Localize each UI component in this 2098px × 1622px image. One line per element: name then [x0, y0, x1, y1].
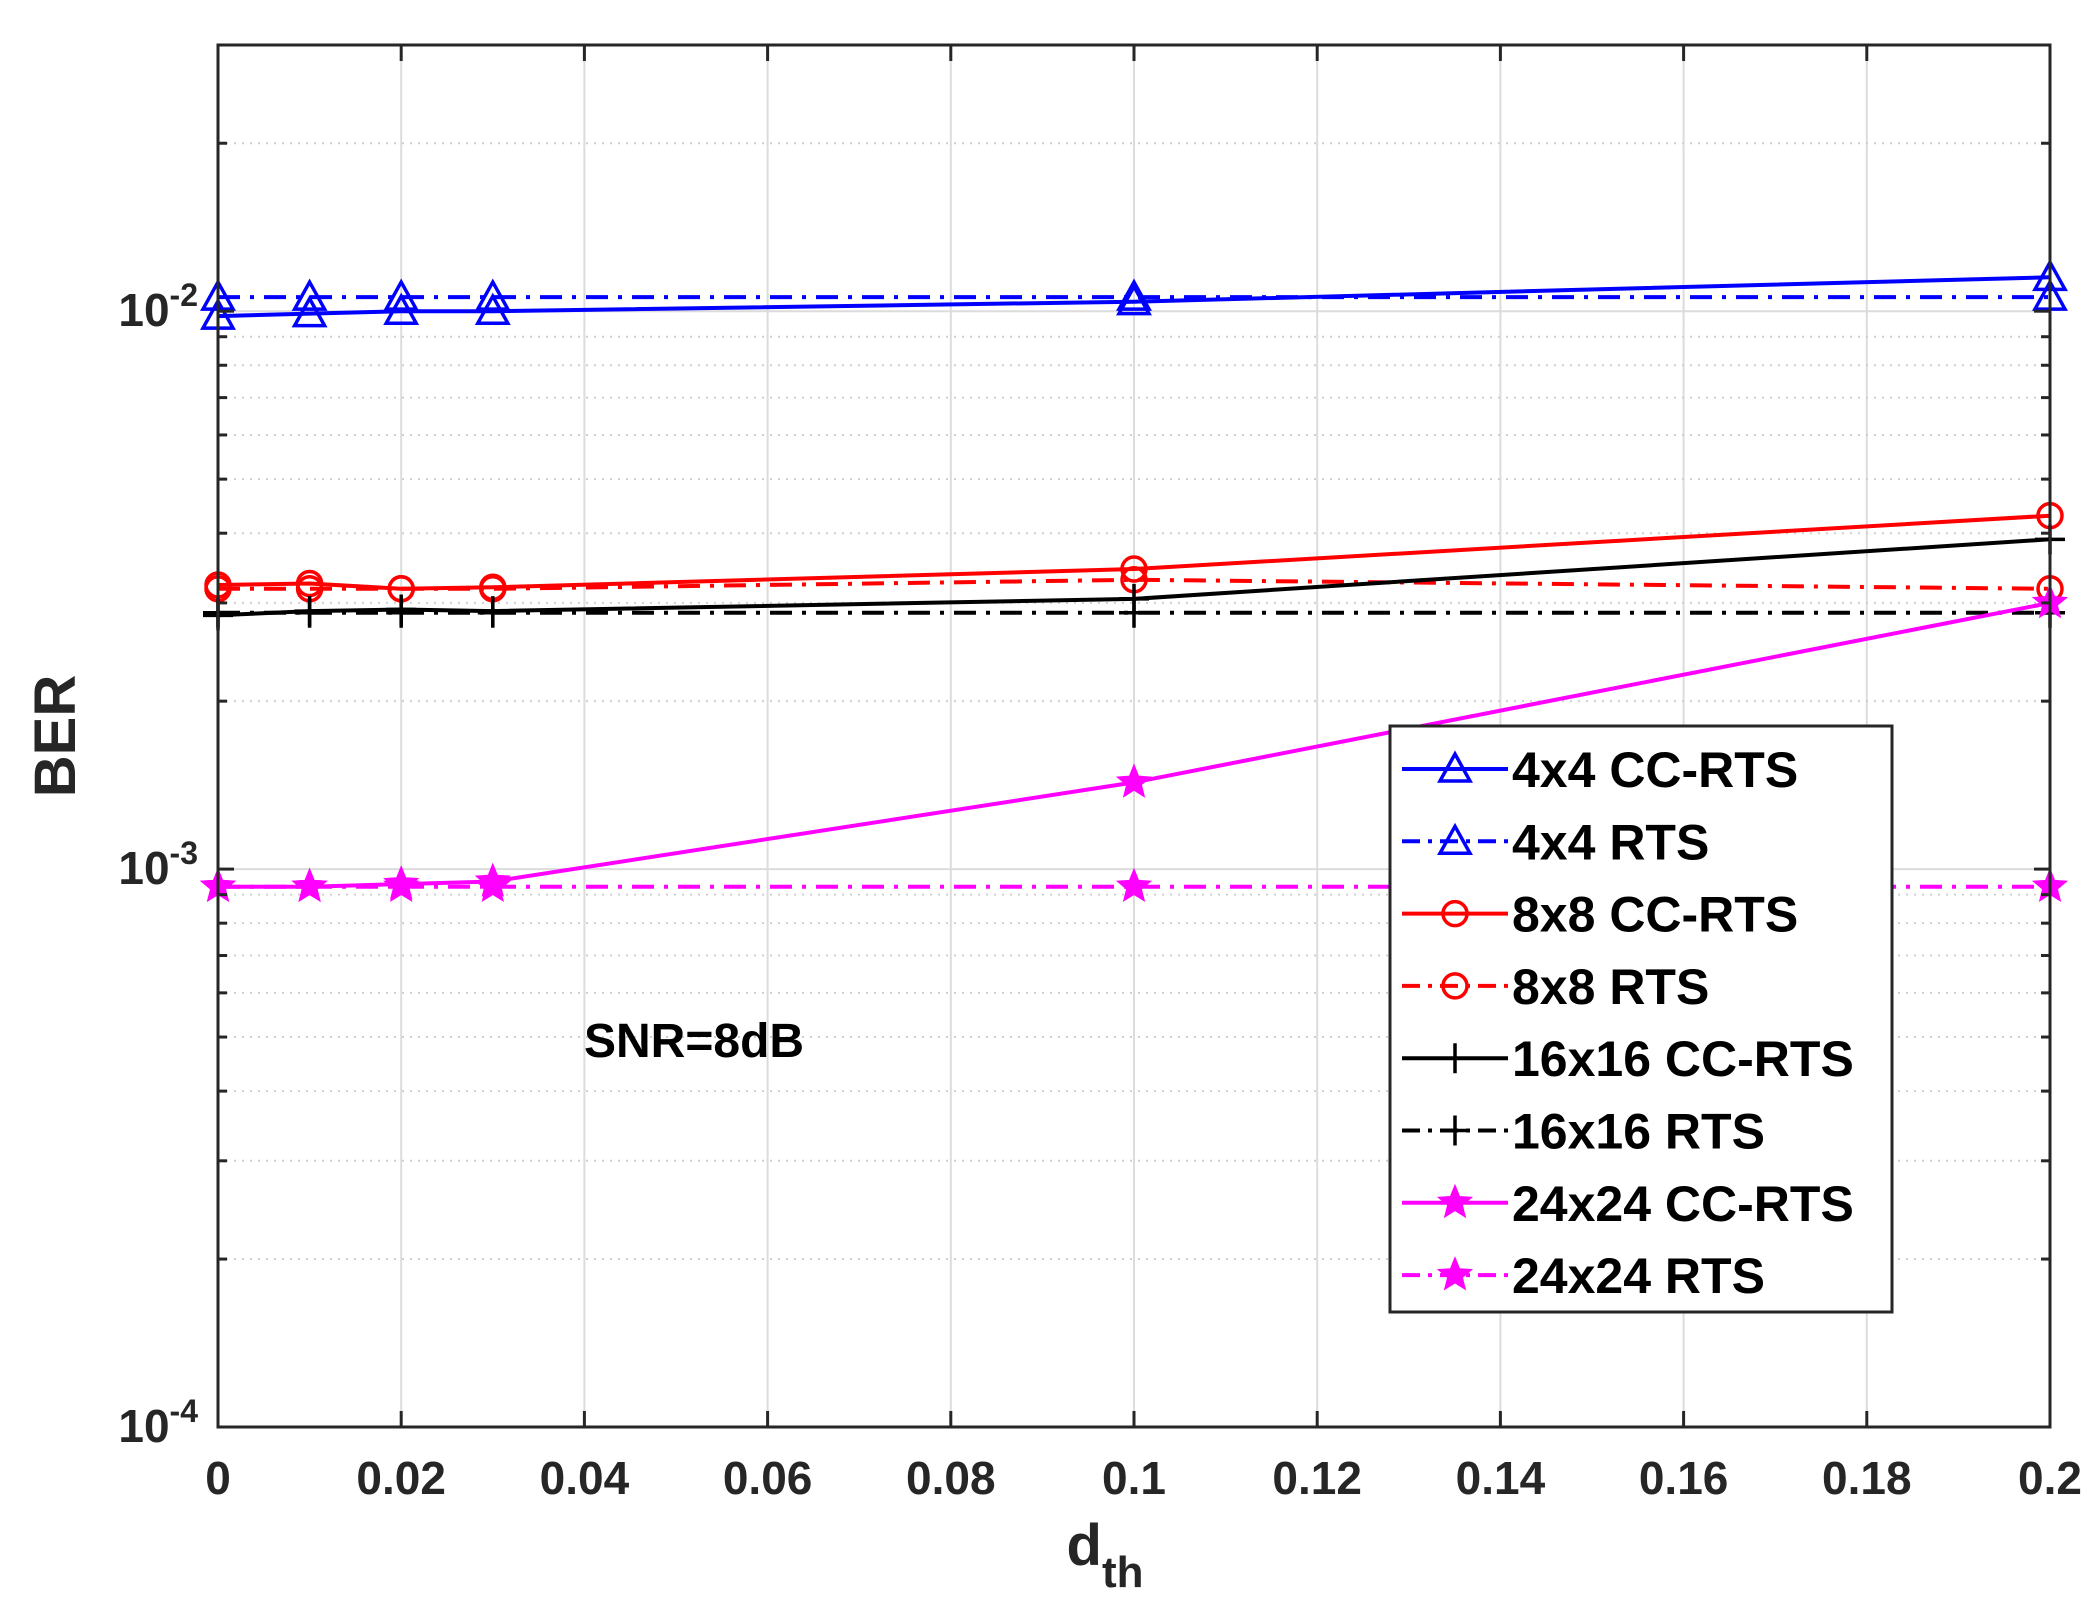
- circle-marker: [1120, 555, 1148, 583]
- series-line: [217, 513, 2051, 591]
- triangle-marker: [383, 278, 420, 311]
- y-tick-label: 10-2: [118, 277, 198, 336]
- star-marker: [1115, 763, 1153, 798]
- x-tick-label: 0.12: [1272, 1452, 1362, 1504]
- plus-marker: [477, 597, 508, 628]
- y-tick-label: 10-4: [118, 1393, 198, 1452]
- x-tick-label: 0.16: [1639, 1452, 1729, 1504]
- plus-marker: [294, 597, 325, 628]
- star-marker: [291, 867, 328, 903]
- y-tick-label: 10-3: [118, 835, 198, 894]
- legend-label: 24x24 RTS: [1512, 1248, 1765, 1304]
- star-marker: [1436, 1256, 1474, 1291]
- series-line: [218, 577, 2051, 591]
- x-tick-label: 0.06: [723, 1452, 813, 1504]
- snr-annotation: SNR=8dB: [584, 1015, 804, 1068]
- x-axis-label: dth: [1067, 1513, 1144, 1597]
- x-tick-label: 0.1: [1102, 1452, 1166, 1504]
- star-marker: [474, 867, 511, 903]
- plus-marker: [386, 597, 417, 628]
- legend-entry: 8x8 RTS: [1402, 959, 1709, 1015]
- legend-label: 4x4 CC-RTS: [1512, 742, 1798, 798]
- x-tick-label: 0.04: [540, 1452, 630, 1504]
- legend-entry: 24x24 RTS: [1402, 1248, 1765, 1304]
- triangle-marker: [474, 278, 511, 311]
- legend-label: 16x16 CC-RTS: [1512, 1031, 1854, 1087]
- triangle-marker: [1116, 278, 1152, 311]
- circle-marker: [1441, 972, 1469, 1000]
- triangle-marker: [1437, 822, 1473, 856]
- triangle-marker: [1116, 283, 1152, 316]
- star-marker: [1436, 1183, 1474, 1219]
- legend-label: 24x24 CC-RTS: [1512, 1176, 1854, 1232]
- x-tick-label: 0.14: [1456, 1452, 1546, 1504]
- legend-box: [1388, 724, 1894, 1314]
- legend-entry: 24x24 CC-RTS: [1402, 1176, 1854, 1232]
- ticks: 0 0.02 0.04 0.06 0.08 0.1 0.12 0.14 0.16 0.18 0.2 1…: [118, 43, 2082, 1504]
- triangle-marker: [291, 278, 328, 311]
- x-tick-label: 0.08: [906, 1452, 996, 1504]
- legend-entry: 4x4 CC-RTS: [1402, 742, 1798, 798]
- circle-marker: [1441, 899, 1469, 928]
- y-axis-label: BER: [23, 675, 88, 797]
- plus-marker: [1119, 597, 1149, 628]
- x-tick-label: 0.2: [2018, 1452, 2082, 1504]
- star-marker: [383, 867, 420, 903]
- legend-entry: 8x8 CC-RTS: [1402, 887, 1798, 943]
- legend-label: 8x8 CC-RTS: [1512, 887, 1798, 943]
- legend-entry: 16x16 CC-RTS: [1402, 1031, 1854, 1087]
- legend: 4x4 CC-RTS 4x4 RTS 8x8 CC-RTS 8x8 RTS 16x16 …: [1388, 724, 1894, 1314]
- x-tick-label: 0: [205, 1452, 231, 1504]
- legend-label: 16x16 RTS: [1512, 1104, 1765, 1160]
- legend-label: 8x8 RTS: [1512, 959, 1709, 1015]
- triangle-marker: [1437, 750, 1473, 783]
- series-line: [218, 600, 2051, 889]
- plus-marker: [1440, 1115, 1470, 1146]
- legend-entry: 16x16 RTS: [1402, 1104, 1765, 1160]
- series-line: [217, 537, 2051, 618]
- x-tick-label: 0.18: [1822, 1452, 1912, 1504]
- legend-label: 4x4 RTS: [1512, 814, 1709, 870]
- triangle-marker: [291, 295, 328, 328]
- legend-entry: 4x4 RTS: [1402, 814, 1709, 870]
- x-tick-label: 0.02: [356, 1452, 446, 1504]
- plus-marker: [1440, 1043, 1470, 1074]
- star-marker: [1115, 867, 1153, 903]
